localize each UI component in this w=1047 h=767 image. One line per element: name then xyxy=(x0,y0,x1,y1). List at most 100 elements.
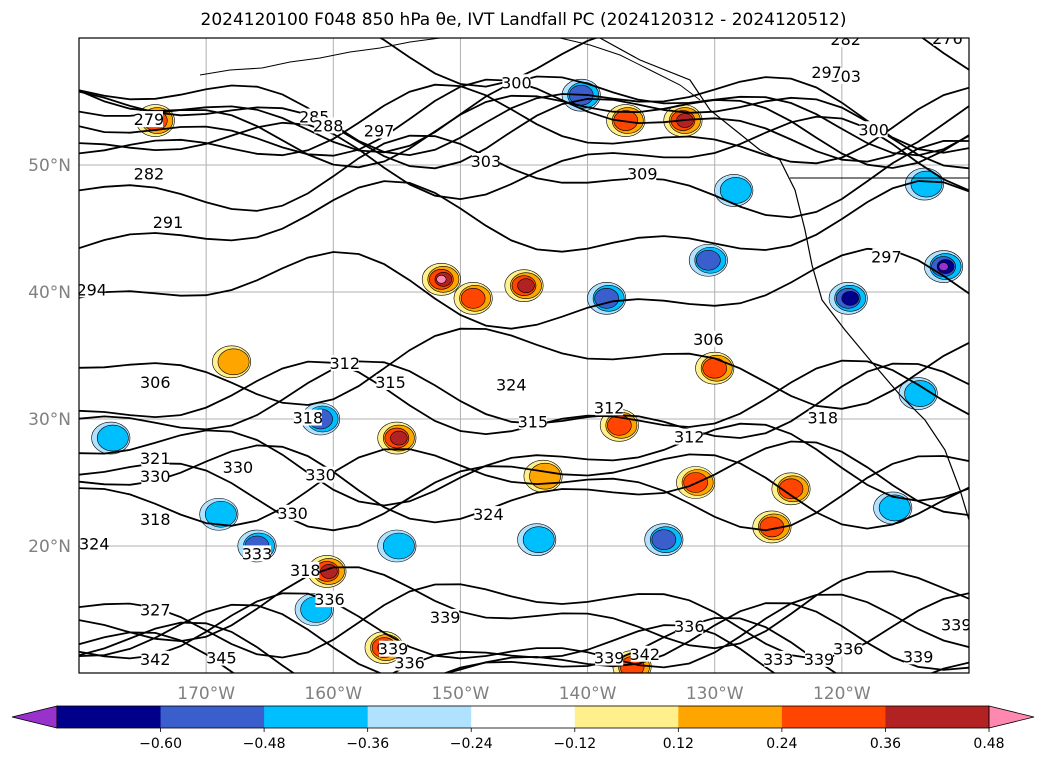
colorbar-tick-label: −0.24 xyxy=(450,736,493,752)
contour-label: 330 xyxy=(305,466,336,485)
contour-label-halo xyxy=(395,654,424,671)
contour-label-halo xyxy=(80,535,109,552)
contour-label: 294 xyxy=(76,280,107,299)
contour-label-halo xyxy=(471,153,500,169)
negative-pc-blob xyxy=(696,249,721,271)
theta-e-contour xyxy=(79,115,969,201)
contour-label-halo xyxy=(808,409,837,426)
contour-label-halo xyxy=(675,428,704,445)
contour-label: 318 xyxy=(293,409,324,428)
contour-label: 336 xyxy=(314,590,345,609)
positive-pc-blob xyxy=(460,288,486,309)
colorbar-segment xyxy=(574,706,679,728)
longitude-tick-label: 150°W xyxy=(432,684,490,704)
contour-label-halo xyxy=(942,616,969,633)
positive-pc-blob xyxy=(217,348,250,376)
contour-label-halo xyxy=(834,640,863,657)
contour-label: 324 xyxy=(79,534,110,553)
theta-e-contour xyxy=(79,247,969,330)
contour-label: 315 xyxy=(518,412,549,431)
contour-label: 306 xyxy=(140,373,171,392)
contour-label: 297 xyxy=(364,122,395,141)
contour-label-halo xyxy=(872,248,901,265)
colorbar-extend-low xyxy=(11,705,58,729)
colorbar-segment xyxy=(678,706,783,728)
colorbar-segment xyxy=(781,706,886,728)
contour-label-halo xyxy=(306,466,335,483)
contour-label-halo xyxy=(365,122,394,139)
contour-label-halo xyxy=(314,117,343,134)
contour-label: 333 xyxy=(763,650,794,669)
contour-label-halo xyxy=(379,640,408,657)
negative-pc-blob xyxy=(719,177,752,204)
longitude-tick-label: 170°W xyxy=(177,684,235,704)
contour-label-halo xyxy=(904,648,933,665)
contour-label: 342 xyxy=(140,650,171,669)
colorbar-segment xyxy=(160,706,265,728)
contour-label: 291 xyxy=(153,213,184,232)
positive-pc-blob xyxy=(778,478,804,500)
contour-label-halo xyxy=(764,650,793,667)
contour-label-halo xyxy=(141,467,170,484)
colorbar-segment xyxy=(471,706,576,728)
contour-label-halo xyxy=(376,373,405,390)
longitude-tick-label: 160°W xyxy=(304,684,362,704)
contour-label: 324 xyxy=(473,505,504,524)
contour-label: 318 xyxy=(808,409,839,428)
negative-pc-blob xyxy=(382,532,415,560)
contour-label-halo xyxy=(79,281,106,298)
negative-pc-blob xyxy=(878,494,911,522)
theta-e-contour xyxy=(79,180,969,253)
theta-e-contour xyxy=(79,76,969,157)
contour-label: 282 xyxy=(134,165,165,184)
latitude-tick-label: 40°N xyxy=(28,283,71,303)
contour-label-halo xyxy=(595,399,624,416)
contour-label-halo xyxy=(141,450,170,467)
contour-label-halo xyxy=(278,504,307,521)
theta-e-contour xyxy=(79,327,969,410)
contour-label: 282 xyxy=(830,30,861,49)
contour-label: 339 xyxy=(430,608,461,627)
contour-label: 276 xyxy=(932,29,963,48)
contour-label: 342 xyxy=(630,645,661,664)
contour-label: 279 xyxy=(134,110,165,129)
contour-label-halo xyxy=(223,459,252,476)
positive-pc-blob xyxy=(517,278,535,293)
positive-pc-blob xyxy=(529,462,561,490)
theta-e-contour xyxy=(79,592,969,669)
negative-pc-blob xyxy=(651,529,677,550)
contour-label-halo xyxy=(933,38,962,46)
contour-label-halo xyxy=(141,601,170,618)
longitude-tick-label: 120°W xyxy=(813,684,871,704)
contour-label-halo xyxy=(518,413,547,430)
negative-pc-blob xyxy=(594,288,619,309)
longitude-tick-label: 140°W xyxy=(559,684,617,704)
contour-label: 330 xyxy=(140,467,171,486)
colorbar-tick-label: −0.36 xyxy=(346,736,389,752)
contour-label: 312 xyxy=(329,354,360,373)
contour-label: 324 xyxy=(496,376,527,395)
colorbar-tick-label: −0.60 xyxy=(139,736,182,752)
contour-label: 318 xyxy=(290,561,321,580)
positive-pc-blob xyxy=(436,274,447,284)
colorbar-segment xyxy=(367,706,472,728)
latitude-tick-label: 30°N xyxy=(28,410,71,430)
positive-pc-blob xyxy=(390,430,408,446)
colorbar-tick-label: 0.12 xyxy=(663,736,694,752)
negative-pc-blob xyxy=(841,291,859,306)
contour-label-halo xyxy=(431,608,460,625)
colorbar-tick-label: 0.24 xyxy=(766,736,797,752)
contour-label-layer: 2792822852882912942973003033093063123153… xyxy=(76,29,969,673)
theta-e-contour xyxy=(79,134,969,219)
contour-label: 339 xyxy=(804,650,835,669)
contour-label-halo xyxy=(675,617,704,634)
longitude-axis: 170°W 160°W 150°W 140°W 130°W 120°W xyxy=(177,684,871,704)
contour-label: 306 xyxy=(693,330,724,349)
map-title: 2024120100 F048 850 hPa θe, IVT Landfall… xyxy=(200,10,847,30)
contour-label-halo xyxy=(330,354,359,371)
contour-label: 297 xyxy=(811,63,842,82)
contour-label-halo xyxy=(293,409,322,426)
contour-label: 330 xyxy=(277,504,308,523)
contour-label-halo xyxy=(207,649,236,666)
contour-label: 336 xyxy=(833,640,864,659)
